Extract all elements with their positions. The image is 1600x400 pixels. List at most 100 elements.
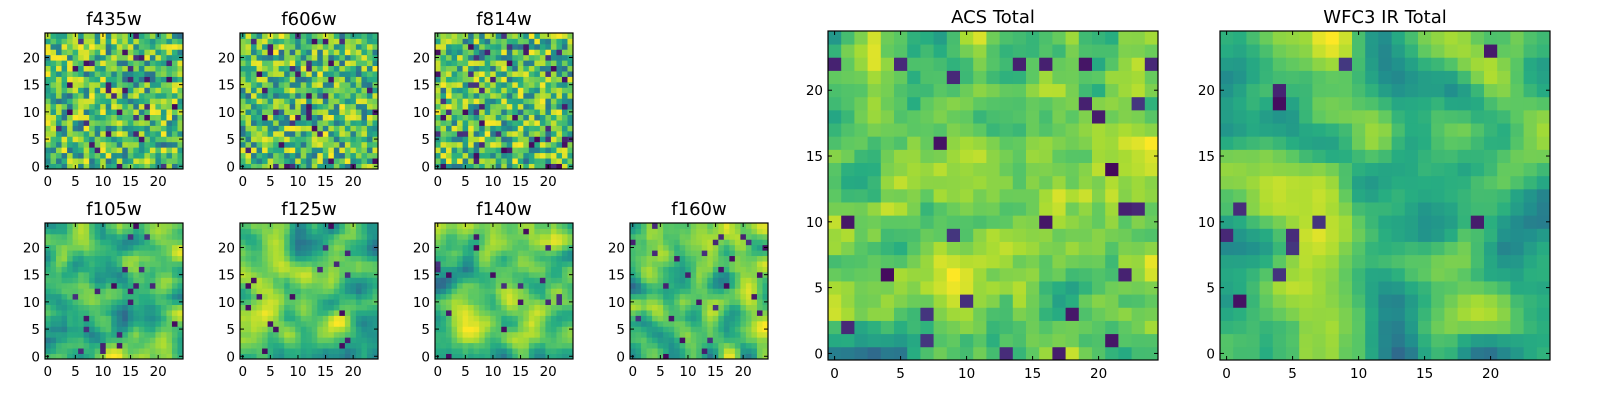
heatmap-cell — [155, 342, 162, 349]
heatmap-cell — [295, 282, 302, 289]
heatmap-cell — [245, 277, 252, 284]
heatmap-cell — [355, 141, 362, 148]
heatmap-cell — [517, 136, 524, 143]
heatmap-cell — [133, 315, 140, 322]
heatmap-cell — [45, 277, 51, 284]
heatmap-cell — [1144, 267, 1159, 282]
heatmap-cell — [177, 293, 184, 300]
heatmap-cell — [306, 266, 313, 273]
heatmap-cell — [100, 81, 107, 88]
heatmap-cell — [1065, 267, 1080, 282]
heatmap-cell — [278, 320, 285, 327]
heatmap-cell — [122, 250, 129, 257]
heatmap-cell — [523, 76, 530, 83]
heatmap-cell — [251, 33, 257, 39]
heatmap-cell — [545, 130, 552, 137]
heatmap-cell — [451, 326, 458, 333]
heatmap-cell — [828, 241, 842, 256]
heatmap-cell — [278, 92, 285, 99]
heatmap-cell — [116, 255, 123, 262]
heatmap-cell — [506, 92, 513, 99]
heatmap-cell — [435, 255, 441, 262]
heatmap-cell — [734, 288, 741, 295]
heatmap-cell — [652, 315, 658, 322]
heatmap-cell — [668, 337, 675, 344]
heatmap-cell — [567, 342, 574, 349]
heatmap-cell — [539, 65, 546, 72]
heatmap-cell — [652, 223, 658, 229]
heatmap-cell — [756, 277, 763, 284]
heatmap-cell — [652, 299, 658, 305]
heatmap-cell — [61, 282, 68, 289]
heatmap-cell — [512, 158, 519, 164]
heatmap-cell — [446, 228, 452, 235]
heatmap-cell — [127, 54, 134, 61]
heatmap-cell — [289, 331, 296, 338]
heatmap-cell — [854, 346, 868, 361]
heatmap-cell — [841, 188, 855, 203]
heatmap-cell — [328, 130, 335, 137]
heatmap-cell — [446, 60, 452, 67]
heatmap-cell — [561, 353, 568, 360]
heatmap-cell — [528, 109, 535, 115]
heatmap-cell — [490, 250, 497, 257]
heatmap-cell — [144, 326, 151, 333]
heatmap-cell — [545, 49, 552, 56]
heatmap-cell — [72, 92, 79, 99]
heatmap-cell — [262, 266, 268, 273]
heatmap-cell — [273, 120, 280, 126]
heatmap-cell — [273, 43, 280, 50]
heatmap-cell — [116, 33, 123, 39]
heatmap-cell — [344, 342, 351, 349]
heatmap-cell — [567, 114, 574, 121]
heatmap-cell — [311, 98, 318, 105]
heatmap-cell — [1131, 307, 1146, 321]
heatmap-cell — [45, 255, 51, 262]
heatmap-cell — [701, 320, 708, 327]
x-tick-label: 0 — [43, 364, 52, 380]
heatmap-cell — [512, 277, 519, 284]
heatmap-cell — [701, 315, 708, 322]
heatmap-cell — [278, 163, 285, 170]
heatmap-cell — [854, 228, 868, 242]
heatmap-cell — [550, 152, 557, 159]
heatmap-cell — [144, 60, 151, 67]
heatmap-cell — [133, 266, 140, 273]
heatmap-cell — [122, 38, 129, 45]
heatmap-cell — [435, 125, 441, 132]
heatmap-cell — [56, 320, 62, 327]
heatmap-cell — [534, 337, 541, 344]
heatmap-cell — [907, 281, 921, 295]
heatmap-cell — [311, 87, 318, 94]
heatmap-cell — [56, 353, 62, 360]
heatmap-cell — [116, 244, 123, 251]
heatmap-cell — [133, 261, 140, 267]
heatmap-cell — [539, 81, 546, 88]
heatmap-cell — [339, 250, 346, 257]
heatmap-cell — [561, 43, 568, 50]
heatmap-cell — [240, 342, 246, 349]
heatmap-cell — [468, 49, 475, 56]
heatmap-cell — [512, 239, 519, 246]
heatmap-cell — [517, 228, 524, 235]
heatmap-cell — [350, 71, 357, 77]
heatmap-cell — [89, 147, 96, 154]
heatmap-cell — [561, 337, 568, 344]
heatmap-cell — [72, 109, 79, 115]
heatmap-cell — [166, 163, 173, 170]
heatmap-cell — [273, 130, 280, 137]
heatmap-cell — [1105, 202, 1119, 216]
heatmap-cell — [127, 43, 134, 50]
heatmap-cell — [72, 277, 79, 284]
heatmap-cell — [160, 299, 167, 305]
heatmap-cell — [484, 141, 491, 148]
heatmap-cell — [262, 261, 268, 267]
heatmap-cell — [539, 136, 546, 143]
heatmap-cell — [333, 244, 340, 251]
heatmap-cell — [267, 60, 274, 67]
heatmap-cell — [317, 271, 324, 278]
heatmap-cell — [479, 342, 486, 349]
heatmap-cell — [880, 281, 895, 295]
heatmap-cell — [545, 261, 552, 267]
